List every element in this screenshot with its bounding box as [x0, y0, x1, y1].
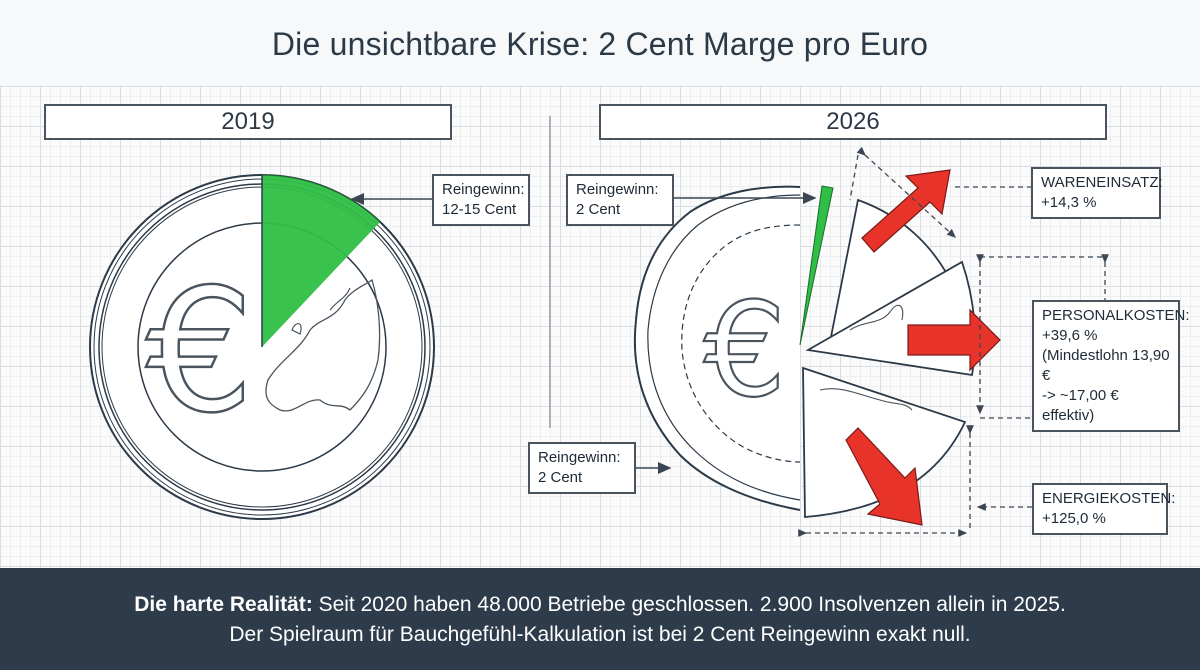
cost-name: ENERGIEKOSTEN: — [1042, 490, 1176, 507]
panel-divider — [549, 116, 551, 428]
coin-2026-broken: € — [633, 185, 976, 518]
footer-line-1: Die harte Realität: Seit 2020 haben 48.0… — [0, 590, 1200, 620]
callout-value: 12-15 Cent — [442, 201, 517, 218]
callout-line: Reingewinn: — [538, 449, 621, 466]
europe-map-icon — [265, 278, 381, 412]
callout-profit-2026-bottom: Reingewinn: 2 Cent — [528, 442, 636, 494]
page-title: Die unsichtbare Krise: 2 Cent Marge pro … — [271, 26, 929, 62]
callout-value: 2 Cent — [538, 469, 583, 486]
year-label: 2026 — [826, 108, 880, 135]
coin-2019: € — [89, 174, 435, 520]
profit-wedge-2026 — [799, 185, 834, 346]
cost-name: WARENEINSATZ: — [1041, 174, 1163, 191]
red-arrow-down-right-icon — [845, 427, 923, 526]
year-header-2019: 2019 — [44, 104, 452, 140]
euro-sign-icon: € — [146, 253, 254, 451]
footer-line-2: Der Spielraum für Bauchgefühl-Kalkulatio… — [229, 623, 971, 646]
cost-change: +39,6 % — [1042, 327, 1098, 344]
footer-banner: Die harte Realität: Seit 2020 haben 48.0… — [0, 568, 1200, 670]
callout-line: Reingewinn: — [442, 181, 525, 198]
cost-change: +125,0 % — [1042, 510, 1106, 527]
profit-wedge-2019 — [262, 175, 380, 347]
cost-name: PERSONALKOSTEN: — [1042, 307, 1190, 324]
callout-line: Reingewinn: — [576, 181, 659, 198]
callout-value: 2 Cent — [576, 201, 621, 218]
euro-sign-icon: € — [704, 274, 787, 426]
year-header-2026: 2026 — [599, 104, 1107, 140]
callout-profit-2026-top: Reingewinn: 2 Cent — [566, 174, 674, 226]
cost-change: +14,3 % — [1041, 194, 1097, 211]
callout-energiekosten: ENERGIEKOSTEN: +125,0 % — [1032, 483, 1176, 535]
year-label: 2019 — [221, 108, 275, 135]
footer-text: Seit 2020 haben 48.000 Betriebe geschlos… — [312, 593, 1066, 616]
cost-note: (Mindestlohn 13,90 € — [1042, 347, 1170, 384]
callout-profit-2019: Reingewinn: 12-15 Cent — [432, 174, 530, 226]
cost-note: -> ~17,00 € effektiv) — [1042, 387, 1119, 424]
footer-lead: Die harte Realität: — [134, 593, 313, 616]
callout-wareneinsatz: WARENEINSATZ: +14,3 % — [1031, 167, 1163, 219]
callout-personalkosten: PERSONALKOSTEN: +39,6 % (Mindestlohn 13,… — [1032, 300, 1190, 432]
